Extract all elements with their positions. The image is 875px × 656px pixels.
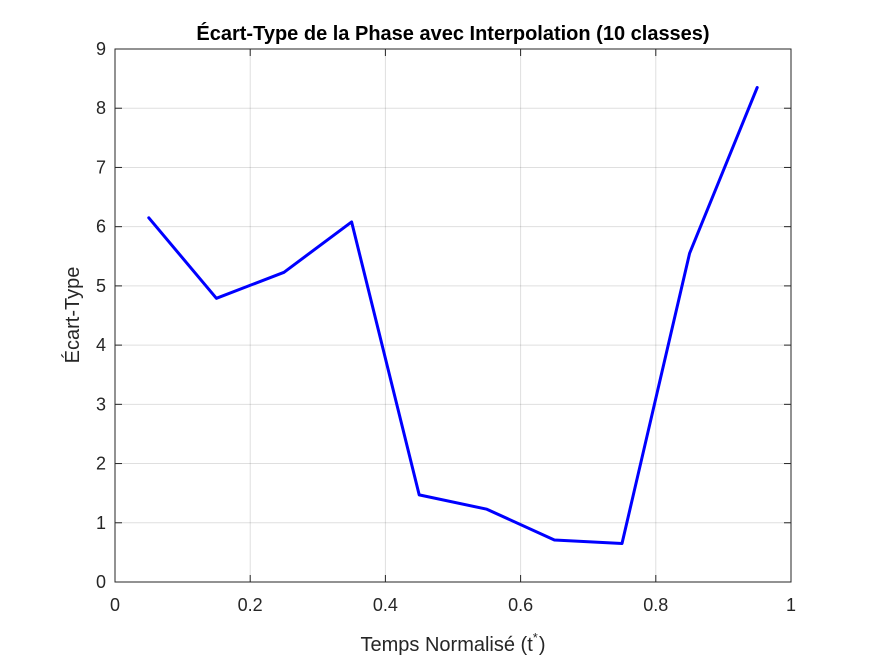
data-point [215,297,218,300]
y-tick-label: 8 [96,98,106,118]
data-point [282,271,286,274]
chart-title: Écart-Type de la Phase avec Interpolatio… [196,22,709,45]
y-tick-label: 0 [96,572,106,592]
data-point [756,86,759,89]
y-tick-label: 5 [96,276,106,296]
y-tick-label: 1 [96,513,106,533]
y-tick-label: 3 [96,394,106,414]
y-tick-label: 4 [96,335,106,355]
x-axis-title-suffix: ) [539,634,546,656]
y-tick-label: 6 [96,217,106,237]
y-tick-labels: 0 1 2 3 4 5 6 7 8 9 [96,39,106,592]
series-layer [147,86,759,545]
grid-lines [114,48,792,583]
plot-area [115,49,791,582]
x-axis-title-main: Temps Normalisé (t [361,634,534,656]
data-point [418,493,421,497]
x-tick-label: 0.4 [373,595,398,615]
x-tick-label: 0.6 [508,595,533,615]
x-tick-label: 1 [786,595,796,615]
y-tick-label: 7 [96,157,106,177]
data-point [147,216,150,219]
x-axis-title-superscript: * [533,630,538,645]
data-point [688,252,691,255]
y-tick-label: 2 [96,454,106,474]
data-point [350,220,353,224]
x-tick-label: 0 [110,595,120,615]
series-line [147,86,759,545]
plot-border [114,48,792,583]
x-tick-label: 0.8 [643,595,668,615]
y-axis-title: Écart-Type [61,267,84,364]
data-point [553,538,556,542]
x-axis-title: Temps Normalisé (t*) [361,630,546,656]
x-tick-label: 0.2 [238,595,263,615]
y-tick-label: 9 [96,39,106,59]
axis-ticks [114,48,792,583]
data-point [485,507,488,511]
x-tick-labels: 0 0.2 0.4 0.6 0.8 1 [110,595,796,615]
data-point [620,542,624,545]
